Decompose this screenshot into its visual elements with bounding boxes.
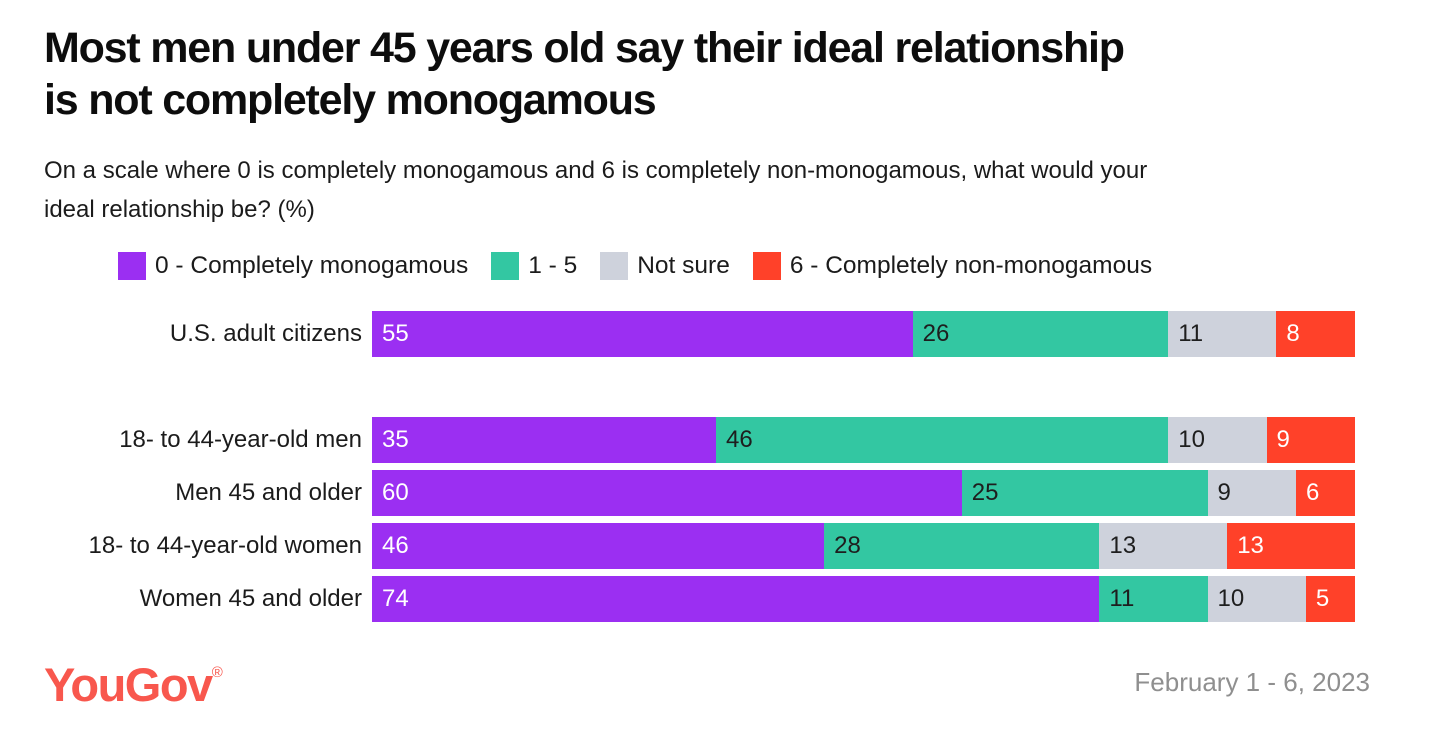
bar-segment: 60 [372,470,962,516]
bar-row-label: 18- to 44-year-old women [88,532,362,559]
bar-row-label: Women 45 and older [139,585,362,612]
page-title-line-2: is not completely monogamous [44,76,657,124]
bar-segment-value: 46 [726,426,753,453]
bar-segment: 5 [1305,576,1355,622]
chart-subtitle: On a scale where 0 is completely monogam… [44,151,1374,229]
bar-row: 18- to 44-year-old women 46 28 13 13 [0,523,1456,569]
bar-row: Men 45 and older 60 25 9 6 [0,470,1456,516]
bar-row-label: U.S. adult citizens [169,320,362,347]
bar-segment-value: 13 [1237,532,1264,559]
bar-track: 46 28 13 13 [372,523,1355,569]
bar-segment: 10 [1207,576,1306,622]
bar-segment-value: 60 [382,479,409,506]
bar-segment: 13 [1227,523,1355,569]
bar-segment-value: 28 [834,532,861,559]
bar-segment: 26 [912,311,1169,357]
bar-segment: 25 [961,470,1208,516]
bar-segment-value: 25 [971,479,999,506]
bar-segment-value: 6 [1306,479,1320,506]
bar-segment-value: 5 [1315,585,1330,612]
legend-item: 1 - 5 [491,252,577,280]
bar-segment: 55 [372,311,913,357]
legend-label: 0 - Completely monogamous [155,252,469,279]
bar-segment: 10 [1168,417,1267,463]
bar-row: U.S. adult citizens 55 26 11 8 [0,311,1456,357]
bar-row-label: 18- to 44-year-old men [119,426,362,453]
bar-segment-value: 74 [382,585,409,612]
page-title: Most men under 45 years old say their id… [44,22,1404,126]
legend-swatch-icon [491,252,520,280]
bar-segment: 46 [716,417,1169,463]
bar-segment: 11 [1168,311,1277,357]
legend-swatch-icon [600,252,629,280]
bar-segment-value: 9 [1276,426,1290,453]
bar-segment-value: 10 [1217,585,1245,612]
bar-segment-value: 26 [922,320,950,347]
bar-row: Women 45 and older 74 11 10 5 [0,576,1456,622]
bar-segment-value: 9 [1217,479,1231,506]
legend-label: 6 - Completely non-monogamous [789,252,1153,279]
bar-segment: 9 [1266,417,1355,463]
chart-subtitle-line-2: ideal relationship be? (%) [44,196,315,223]
bar-segment-value: 11 [1109,585,1135,612]
bar-segment-value: 55 [382,320,409,347]
legend-item: 6 - Completely non-monogamous [752,252,1153,280]
legend-label: 1 - 5 [528,252,578,279]
registered-trademark-icon: ® [211,664,223,681]
chart-legend: 0 - Completely monogamous 1 - 5 Not sure 6 … [118,251,1175,281]
bar-segment-value: 8 [1286,320,1300,347]
page-title-line-1: Most men under 45 years old say their id… [44,24,1125,72]
legend-label: Not sure [637,252,730,279]
legend-swatch-icon [118,252,146,280]
bar-segment-value: 46 [382,532,409,559]
bar-track: 60 25 9 6 [372,470,1355,516]
bar-track: 55 26 11 8 [372,311,1355,357]
bar-row-label: Men 45 and older [175,479,362,506]
legend-swatch-icon [752,252,781,280]
legend-item: 0 - Completely monogamous [118,252,468,280]
bar-segment: 28 [824,523,1100,569]
bar-segment-value: 11 [1178,320,1204,347]
bar-segment: 35 [372,417,717,463]
bar-segment: 11 [1099,576,1208,622]
legend-item: Not sure [600,252,730,280]
bar-track: 74 11 10 5 [372,576,1355,622]
yougov-logo-text: YouGov [44,658,213,711]
bar-segment-value: 35 [382,426,409,453]
bar-row: 18- to 44-year-old men 35 46 10 9 [0,417,1456,463]
bar-segment: 13 [1099,523,1228,569]
bar-segment: 9 [1207,470,1297,516]
bar-segment: 74 [372,576,1100,622]
stacked-bar-chart: U.S. adult citizens 55 26 11 8 18- to 44-year… [0,311,1456,629]
date-range: February 1 - 6, 2023 [1134,667,1370,697]
chart-subtitle-line-1: On a scale where 0 is completely monogam… [44,157,1148,184]
bar-segment: 8 [1276,311,1355,357]
bar-segment-value: 13 [1109,532,1137,559]
yougov-logo: YouGov® [44,657,223,712]
bar-segment: 46 [372,523,825,569]
bar-segment: 6 [1296,470,1355,516]
bar-track: 35 46 10 9 [372,417,1355,463]
bar-segment-value: 10 [1178,426,1205,453]
